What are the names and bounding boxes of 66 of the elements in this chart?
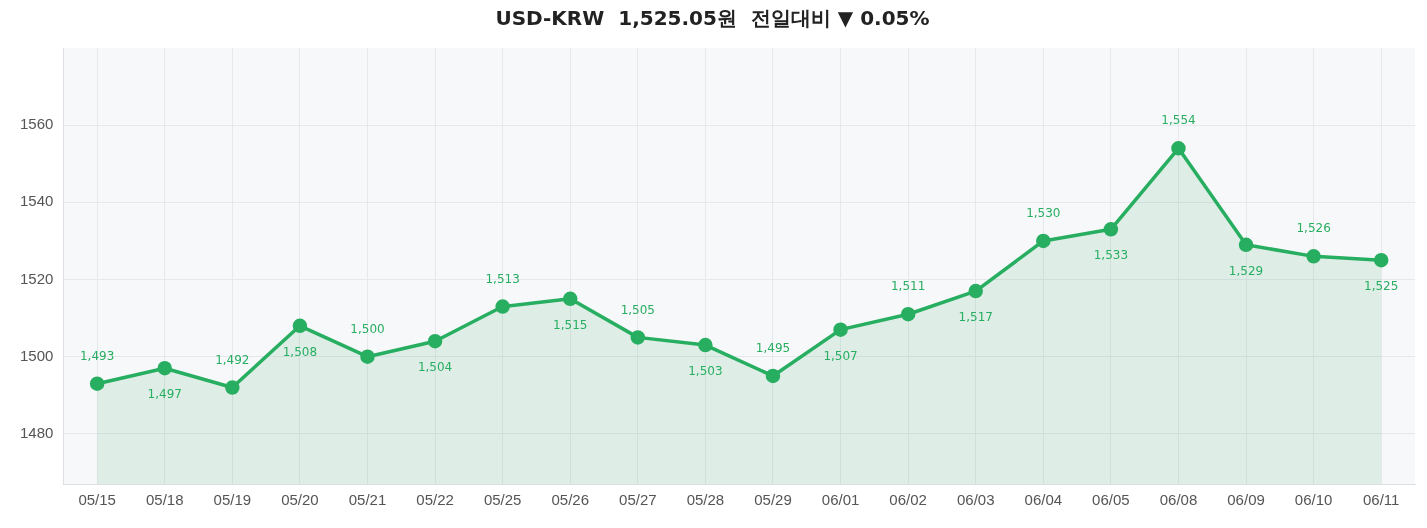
data-label: 1,513 [485,271,520,286]
data-label: 1,504 [417,360,453,375]
x-tick-label: 05/27 [619,491,657,509]
y-tick-label: 1480 [19,423,54,441]
data-label: 1,533 [1093,248,1129,263]
y-tick-label: 1560 [19,115,54,133]
x-tick-label: 05/20 [281,491,319,509]
x-tick-label: 06/02 [889,491,927,509]
data-label: 1,503 [688,364,723,379]
point [1103,222,1119,237]
data-label: 1,495 [755,341,791,356]
x-tick-label: 06/09 [1227,491,1265,509]
data-label: 1,525 [1364,279,1399,294]
point [360,349,375,364]
data-label: 1,505 [620,302,655,317]
point [427,333,443,349]
y-tick-label: 1540 [19,192,54,210]
x-tick-label: 05/15 [78,491,116,509]
x-tick-label: 06/10 [1294,491,1333,509]
data-label: 1,530 [1026,206,1061,221]
point [1036,233,1051,249]
point [765,368,781,384]
point [562,291,578,307]
data-label: 1,507 [823,348,858,363]
data-label: 1,554 [1161,113,1196,128]
data-label: 1,493 [79,348,115,363]
x-tick-label: 05/21 [348,491,387,509]
y-tick-label: 1500 [19,346,54,364]
x-tick-label: 05/19 [213,491,252,509]
data-label: 1,515 [553,317,588,332]
data-label: 1,511 [890,279,926,294]
x-tick-label: 05/22 [416,491,454,509]
point [1306,249,1321,264]
data-label: 1,500 [350,321,385,336]
x-tick-label: 06/04 [1024,491,1063,509]
data-label: 1,526 [1296,221,1331,236]
x-tick-label: 05/28 [686,491,725,509]
point [1238,237,1254,253]
y-tick-label: 1520 [19,269,54,287]
x-tick-label: 05/26 [551,491,589,509]
x-tick-label: 06/11 [1362,491,1400,509]
point [89,376,105,391]
point [157,361,172,376]
data-label: 1,508 [282,344,318,359]
x-tick-label: 06/05 [1092,491,1130,509]
point [698,337,713,353]
point [968,283,983,299]
data-label: 1,492 [215,352,250,367]
point [1171,141,1186,156]
point [292,318,308,334]
point [1373,252,1389,268]
x-tick-label: 05/29 [754,491,792,509]
x-tick-label: 06/01 [821,491,860,509]
data-label: 1,517 [958,310,993,325]
x-tick-label: 06/08 [1159,491,1198,509]
point [833,322,848,337]
point [495,299,510,314]
x-tick-label: 05/18 [145,491,184,509]
chart-title: USD-KRW 1,525.05원 전일대비 ▼ 0.05% [495,6,930,31]
data-label: 1,497 [147,387,182,402]
x-tick-label: 05/25 [483,491,522,509]
data-label: 1,529 [1228,263,1264,278]
point [900,306,916,322]
x-tick-label: 06/03 [956,491,995,509]
point [630,330,646,345]
point [225,380,240,395]
